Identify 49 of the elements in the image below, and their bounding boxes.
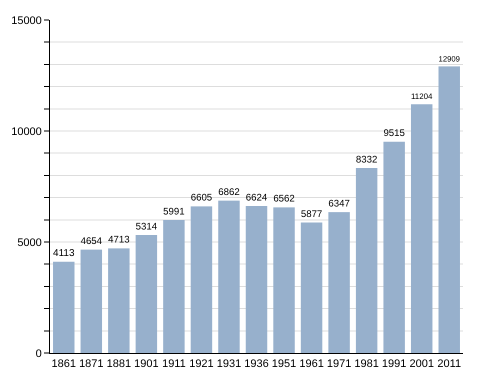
bar [190,206,212,353]
bar [300,222,322,353]
y-tick-label: 5000 [17,236,42,249]
data-label: 4113 [53,248,75,259]
y-tick-label: 15000 [11,14,42,27]
x-tick-label: 1936 [244,358,269,370]
data-label: 4713 [108,234,130,246]
data-label: 12909 [438,54,460,64]
bar [410,104,432,353]
bar [53,262,74,353]
data-label: 6562 [273,194,295,205]
data-label: 5991 [163,206,185,218]
y-tick-label: 0 [36,348,42,360]
bar [163,220,185,353]
x-tick-label: 1931 [216,358,242,370]
data-label: 9515 [383,128,405,140]
x-tick-label: 1951 [272,358,296,370]
x-tick-label: 1901 [134,358,159,370]
x-tick-label: 1981 [354,358,379,370]
bar [218,200,240,353]
bar [108,248,130,353]
bar [328,212,350,353]
x-tick-label: 1961 [299,358,324,370]
x-tick-label: 1991 [382,358,406,370]
bar [383,142,405,353]
bar [273,207,295,353]
x-tick-label: 1911 [162,358,186,370]
x-tick-label: 2001 [409,358,434,370]
bar [136,235,158,353]
bar [356,168,378,353]
data-label: 5314 [136,221,158,232]
x-tick-label: 1881 [106,358,132,370]
x-tick-label: 1971 [326,358,352,370]
x-tick-label: 1871 [79,358,104,370]
bar [438,66,460,353]
bar [246,206,268,353]
x-tick-label: 1861 [52,358,76,370]
data-label: 6605 [190,192,212,204]
data-label: 6862 [218,187,240,198]
data-label: 6347 [328,198,350,210]
data-label: 4654 [80,236,103,248]
data-label: 11204 [410,92,434,102]
bar [80,250,102,353]
data-label: 6624 [246,192,268,204]
y-tick-label: 10000 [11,126,42,138]
data-label: 5877 [300,208,322,220]
data-label: 8332 [356,154,378,166]
x-tick-label: 2011 [437,358,462,370]
x-tick-label: 1921 [189,358,214,370]
